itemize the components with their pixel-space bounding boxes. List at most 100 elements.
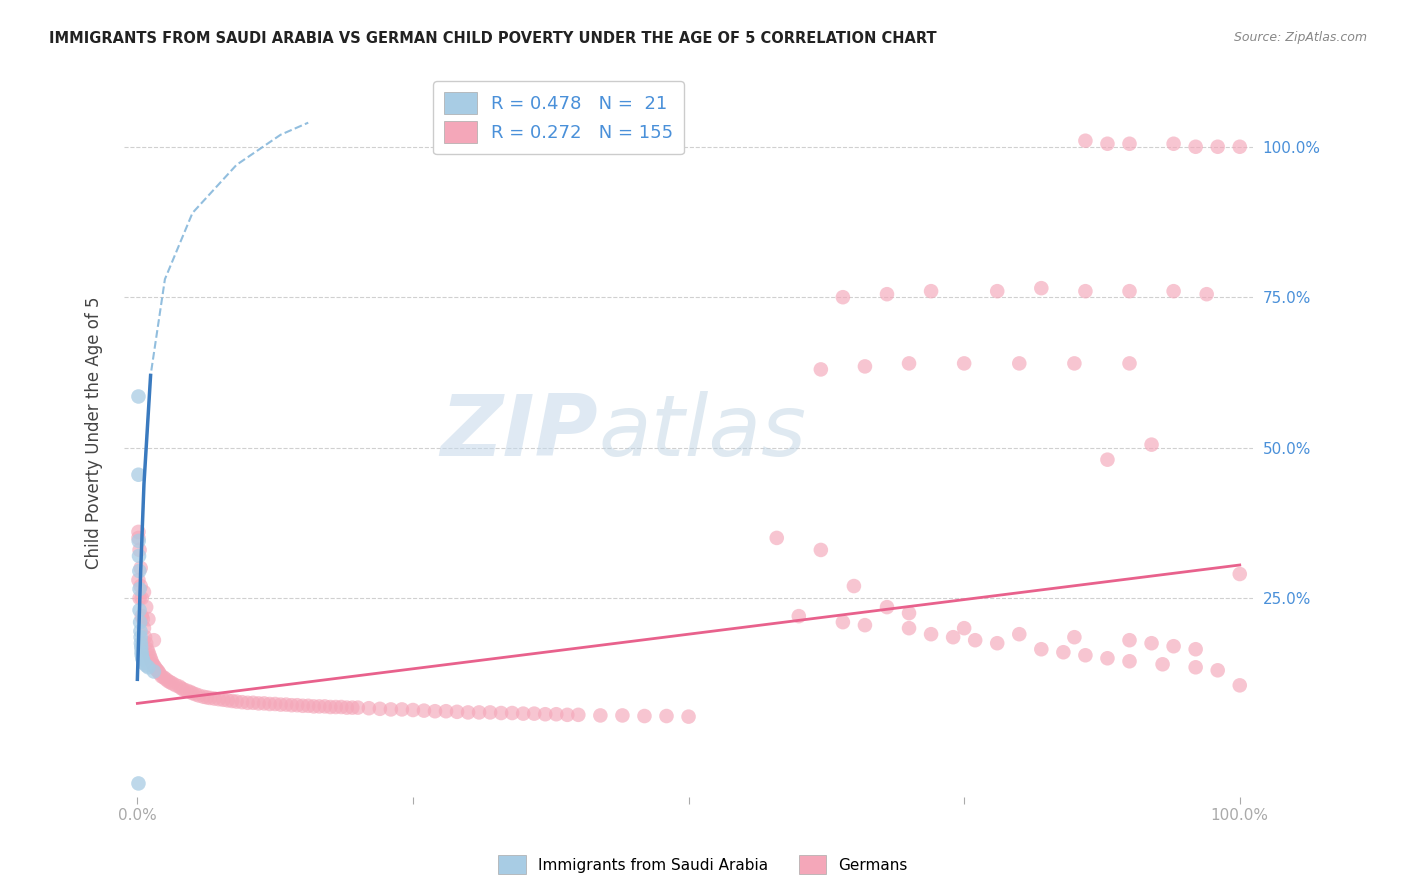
- Point: [138, 645, 160, 659]
- Point: [285, 698, 308, 713]
- Point: [280, 698, 302, 713]
- Point: [1118, 633, 1140, 648]
- Text: Source: ZipAtlas.com: Source: ZipAtlas.com: [1233, 31, 1367, 45]
- Point: [986, 284, 1008, 298]
- Point: [986, 636, 1008, 650]
- Point: [1052, 645, 1074, 659]
- Point: [136, 642, 159, 657]
- Point: [193, 690, 215, 704]
- Point: [1118, 356, 1140, 370]
- Point: [276, 698, 298, 712]
- Point: [555, 707, 578, 722]
- Point: [489, 706, 512, 720]
- Point: [1031, 281, 1053, 295]
- Point: [1163, 136, 1185, 151]
- Point: [129, 579, 152, 593]
- Point: [129, 624, 152, 639]
- Point: [1074, 134, 1097, 148]
- Point: [1184, 660, 1206, 674]
- Point: [920, 627, 942, 641]
- Point: [128, 543, 150, 558]
- Point: [141, 654, 163, 668]
- Point: [831, 615, 853, 629]
- Point: [132, 652, 155, 666]
- Point: [132, 612, 155, 626]
- Point: [132, 585, 155, 599]
- Point: [368, 702, 391, 716]
- Point: [1206, 663, 1229, 677]
- Point: [127, 776, 149, 790]
- Point: [842, 579, 865, 593]
- Point: [297, 698, 319, 713]
- Point: [236, 696, 259, 710]
- Point: [678, 709, 700, 723]
- Point: [128, 591, 150, 606]
- Point: [139, 651, 162, 665]
- Point: [655, 709, 678, 723]
- Point: [247, 697, 270, 711]
- Point: [253, 697, 276, 711]
- Point: [129, 630, 152, 644]
- Point: [1229, 140, 1251, 154]
- Point: [347, 700, 370, 714]
- Point: [138, 648, 160, 663]
- Point: [167, 680, 190, 694]
- Point: [876, 287, 898, 301]
- Point: [129, 640, 152, 655]
- Point: [1229, 567, 1251, 582]
- Point: [138, 612, 160, 626]
- Point: [131, 609, 153, 624]
- Point: [1097, 452, 1119, 467]
- Point: [1229, 678, 1251, 692]
- Point: [380, 702, 402, 716]
- Point: [127, 531, 149, 545]
- Point: [308, 699, 330, 714]
- Point: [176, 683, 198, 698]
- Point: [270, 698, 292, 712]
- Point: [853, 359, 876, 374]
- Point: [188, 689, 211, 703]
- Point: [1152, 657, 1174, 672]
- Point: [1074, 284, 1097, 298]
- Point: [198, 690, 221, 705]
- Point: [1195, 287, 1218, 301]
- Point: [810, 543, 832, 558]
- Point: [1008, 356, 1031, 370]
- Point: [342, 700, 364, 714]
- Point: [876, 600, 898, 615]
- Point: [135, 658, 157, 673]
- Point: [129, 636, 152, 650]
- Point: [128, 582, 150, 596]
- Point: [787, 609, 810, 624]
- Point: [1008, 627, 1031, 641]
- Legend: R = 0.478   N =  21, R = 0.272   N = 155: R = 0.478 N = 21, R = 0.272 N = 155: [433, 81, 685, 154]
- Point: [357, 701, 380, 715]
- Point: [129, 615, 152, 629]
- Point: [148, 665, 170, 679]
- Point: [138, 660, 160, 674]
- Point: [155, 673, 177, 687]
- Point: [523, 706, 546, 721]
- Point: [128, 603, 150, 617]
- Point: [1097, 136, 1119, 151]
- Point: [1163, 284, 1185, 298]
- Point: [612, 708, 634, 723]
- Point: [128, 564, 150, 578]
- Point: [181, 686, 204, 700]
- Point: [765, 531, 787, 545]
- Point: [1140, 636, 1163, 650]
- Point: [1206, 140, 1229, 154]
- Point: [134, 630, 156, 644]
- Point: [1074, 648, 1097, 663]
- Point: [221, 694, 243, 708]
- Point: [953, 356, 976, 370]
- Point: [132, 621, 155, 635]
- Point: [143, 660, 166, 674]
- Point: [204, 691, 226, 706]
- Point: [567, 707, 589, 722]
- Point: [184, 687, 207, 701]
- Point: [157, 674, 180, 689]
- Point: [314, 699, 336, 714]
- Point: [325, 700, 347, 714]
- Point: [173, 682, 195, 697]
